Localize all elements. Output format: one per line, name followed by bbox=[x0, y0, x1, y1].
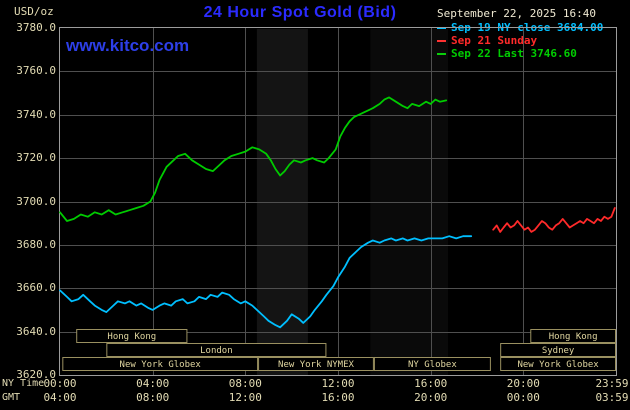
y-axis-tick-label: 3660.0 bbox=[16, 281, 56, 295]
plot-border bbox=[59, 27, 617, 376]
session-box bbox=[500, 343, 616, 357]
x-axis-caption-gmt: GMT bbox=[2, 392, 21, 403]
legend-dash-icon bbox=[437, 52, 446, 55]
x-axis-tick-label-gmt: 00:00 bbox=[506, 391, 540, 404]
session-box bbox=[500, 357, 616, 371]
y-axis-tick-label: 3760.0 bbox=[16, 64, 56, 78]
legend-item: Sep 21 Sunday bbox=[437, 34, 537, 47]
x-axis-caption-nytime: NY Time bbox=[2, 378, 45, 389]
y-axis-tick-label: 3640.0 bbox=[16, 324, 56, 338]
legend-dash-icon bbox=[437, 39, 446, 42]
x-axis-tick-label-nytime: 04:00 bbox=[136, 377, 170, 390]
series-line-sep-22-last bbox=[59, 96, 448, 222]
unit-label: USD/oz bbox=[14, 5, 54, 18]
x-axis-tick-label-nytime: 20:00 bbox=[506, 377, 540, 390]
session-label: New York Globex bbox=[517, 360, 599, 370]
kitco-watermark-link[interactable]: www.kitco.com bbox=[66, 36, 190, 55]
chart-datetime: September 22, 2025 16:40 bbox=[437, 7, 596, 20]
session-label: New York NYMEX bbox=[278, 360, 354, 370]
x-axis-tick-label-nytime: 23:59 bbox=[595, 377, 629, 390]
legend-item-label: Sep 21 Sunday bbox=[451, 34, 538, 47]
series-line-sep-21-sunday bbox=[492, 207, 616, 233]
session-box bbox=[106, 343, 327, 357]
y-axis-tick-label: 3680.0 bbox=[16, 237, 56, 251]
y-axis-tick-label: 3720.0 bbox=[16, 151, 56, 165]
session-box bbox=[76, 329, 188, 343]
session-label: New York Globex bbox=[120, 360, 202, 370]
x-axis-tick-label-gmt: 12:00 bbox=[228, 391, 262, 404]
session-box bbox=[62, 357, 259, 371]
y-axis-tick-label: 3740.0 bbox=[16, 107, 56, 121]
x-axis-tick-label-nytime: 16:00 bbox=[414, 377, 448, 390]
legend-item: Sep 22 Last 3746.60 bbox=[437, 47, 577, 60]
legend-item-label: Sep 22 Last 3746.60 bbox=[451, 47, 577, 60]
x-axis-tick-label-gmt: 08:00 bbox=[136, 391, 170, 404]
session-label: Hong Kong bbox=[549, 332, 598, 342]
x-axis-tick-label-gmt: 03:59 bbox=[595, 391, 629, 404]
session-label: London bbox=[200, 346, 233, 356]
session-label: Hong Kong bbox=[107, 332, 156, 342]
x-axis-tick-label-gmt: 04:00 bbox=[43, 391, 77, 404]
x-axis-tick-label-nytime: 12:00 bbox=[321, 377, 355, 390]
session-box bbox=[373, 357, 491, 371]
session-box bbox=[530, 329, 616, 343]
series-line-sep-19-ny-close bbox=[59, 235, 473, 329]
y-axis-tick-label: 3700.0 bbox=[16, 194, 56, 208]
x-axis-tick-label-nytime: 00:00 bbox=[43, 377, 77, 390]
session-label: NY Globex bbox=[408, 360, 457, 370]
session-box bbox=[258, 357, 374, 371]
session-label: Sydney bbox=[542, 346, 575, 356]
x-axis-tick-label-gmt: 20:00 bbox=[414, 391, 448, 404]
page-title: 24 Hour Spot Gold (Bid) bbox=[203, 4, 397, 21]
x-axis-tick-label-gmt: 16:00 bbox=[321, 391, 355, 404]
y-axis-tick-label: 3620.0 bbox=[16, 368, 56, 381]
x-axis-tick-label-nytime: 08:00 bbox=[228, 377, 262, 390]
y-axis-tick-label: 3780.0 bbox=[16, 21, 56, 34]
